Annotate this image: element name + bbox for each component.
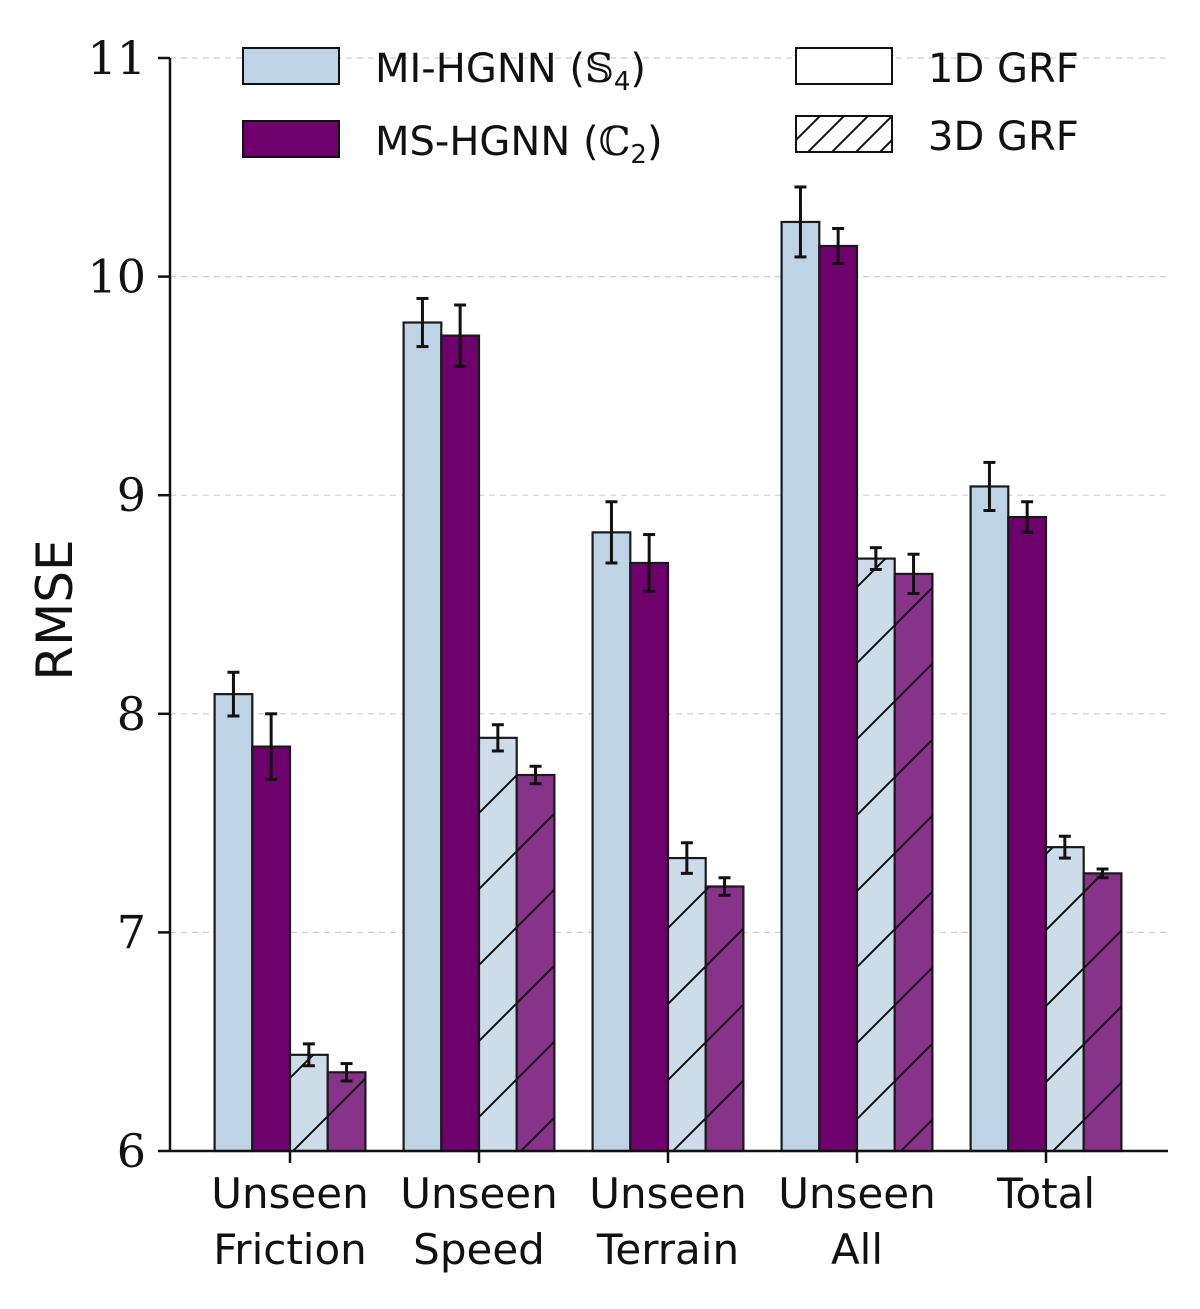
bar — [1007, 515, 1048, 1153]
bar-hatch — [705, 886, 744, 1151]
bar-hatch — [668, 858, 706, 1151]
y-tick-label: 6 — [117, 1124, 146, 1178]
legend-swatch-3d-grf — [795, 115, 893, 153]
bar-hatch — [894, 573, 933, 1151]
x-ticks: Unseen Friction Unseen Speed Unseen Terrain Un… — [211, 1151, 1095, 1274]
bar — [213, 693, 254, 1153]
bar — [969, 485, 1010, 1153]
legend-swatch-ms-hgnn — [242, 120, 340, 158]
x-tick-label: All — [831, 1225, 883, 1274]
legend-label-3d-grf: 3D GRF — [928, 114, 1079, 160]
bar-hatch — [857, 558, 895, 1151]
x-tick-label: Friction — [213, 1225, 367, 1274]
bar — [780, 220, 821, 1153]
legend: MI-HGNN (𝕊4) MS-HGNN (ℂ2) 1D GRF 3D GRF — [242, 46, 1079, 170]
legend-label-1d-grf: 1D GRF — [928, 46, 1079, 92]
legend-swatch-mi-hgnn — [242, 47, 340, 85]
bar — [629, 561, 670, 1153]
legend-swatch-1d-grf — [795, 47, 893, 85]
x-tick-label: Unseen — [400, 1169, 558, 1218]
y-tick-label: 10 — [87, 250, 146, 304]
y-tick-label: 9 — [117, 468, 146, 522]
legend-label-mi-hgnn: MI-HGNN (𝕊4) — [375, 46, 646, 97]
bar-hatch — [290, 1054, 328, 1151]
x-tick-label: Unseen — [778, 1169, 936, 1218]
y-tick-label: 11 — [87, 31, 146, 85]
y-axis-title: RMSE — [26, 539, 84, 680]
x-tick-label: Total — [996, 1169, 1095, 1218]
legend-label-ms-hgnn: MS-HGNN (ℂ2) — [375, 119, 663, 170]
y-tick-label: 7 — [117, 905, 146, 959]
bar — [818, 244, 859, 1153]
bar — [440, 334, 481, 1153]
bar — [251, 745, 292, 1153]
x-tick-label: Speed — [413, 1225, 545, 1274]
bar — [402, 321, 443, 1153]
y-ticks: 6 7 8 9 10 11 — [87, 31, 170, 1178]
bar — [591, 531, 632, 1153]
bar-hatch — [1083, 873, 1122, 1151]
bar-hatch — [479, 737, 517, 1151]
x-tick-label: Terrain — [596, 1225, 739, 1274]
bar-hatch — [1046, 847, 1084, 1151]
x-tick-label: Unseen — [589, 1169, 747, 1218]
bar-hatch — [516, 775, 555, 1151]
x-tick-label: Unseen — [211, 1169, 369, 1218]
bars — [213, 185, 1123, 1153]
bar-hatch — [327, 1072, 366, 1151]
y-tick-label: 8 — [117, 687, 146, 741]
